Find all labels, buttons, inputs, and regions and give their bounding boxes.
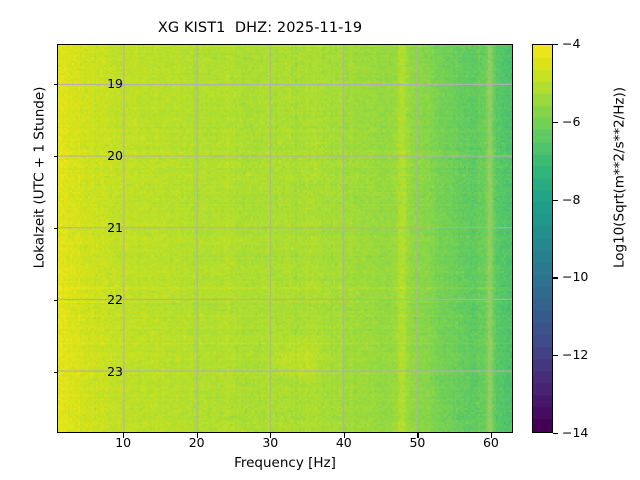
colorbar-canvas bbox=[533, 45, 552, 432]
y-tick-mark bbox=[53, 371, 58, 373]
y-tick-label: 20 bbox=[107, 147, 123, 163]
y-tick-mark bbox=[53, 227, 58, 229]
x-tick-label: 60 bbox=[482, 435, 499, 450]
colorbar bbox=[532, 44, 553, 433]
y-tick-mark bbox=[53, 83, 58, 85]
x-tick-mark bbox=[196, 433, 198, 438]
colorbar-tick-mark bbox=[553, 433, 558, 435]
spectrogram-axes bbox=[57, 44, 513, 433]
x-tick-mark bbox=[270, 433, 272, 438]
y-tick-label: 23 bbox=[107, 363, 123, 379]
colorbar-tick-label: −8 bbox=[562, 191, 581, 207]
x-tick-label: 30 bbox=[262, 435, 279, 450]
y-axis-label: Lokalzeit (UTC + 1 Stunde) bbox=[31, 86, 48, 269]
y-tick-label: 21 bbox=[107, 219, 123, 235]
x-tick-label: 20 bbox=[188, 435, 205, 450]
colorbar-tick-mark bbox=[553, 121, 558, 123]
x-tick-label: 40 bbox=[335, 435, 352, 450]
colorbar-tick-label: −12 bbox=[562, 347, 589, 363]
x-tick-mark bbox=[417, 433, 419, 438]
x-tick-mark bbox=[123, 433, 125, 438]
x-tick-mark bbox=[343, 433, 345, 438]
y-tick-label: 19 bbox=[107, 75, 123, 91]
page-title: XG KIST1 DHZ: 2025-11-19 bbox=[157, 20, 363, 36]
x-tick-label: 10 bbox=[115, 435, 132, 450]
spectrogram-canvas bbox=[58, 45, 512, 432]
x-axis-label: Frequency [Hz] bbox=[234, 455, 336, 471]
y-tick-mark bbox=[53, 155, 58, 157]
colorbar-tick-label: −10 bbox=[562, 269, 589, 285]
x-tick-mark bbox=[490, 433, 493, 438]
colorbar-tick-label: −6 bbox=[562, 113, 581, 129]
spectrogram-heatmap bbox=[58, 45, 512, 432]
colorbar-tick-mark bbox=[553, 199, 558, 201]
colorbar-tick-mark bbox=[553, 44, 558, 46]
y-tick-mark bbox=[53, 299, 58, 301]
y-tick-label: 22 bbox=[107, 291, 123, 307]
colorbar-tick-label: −4 bbox=[562, 36, 581, 51]
colorbar-tick-label: −14 bbox=[562, 425, 589, 440]
colorbar-tick-mark bbox=[553, 277, 558, 279]
colorbar-label: Log10(Sqrt(m**2/s**2/Hz)) bbox=[611, 86, 628, 269]
x-tick-label: 50 bbox=[409, 435, 426, 450]
colorbar-tick-mark bbox=[553, 355, 558, 357]
